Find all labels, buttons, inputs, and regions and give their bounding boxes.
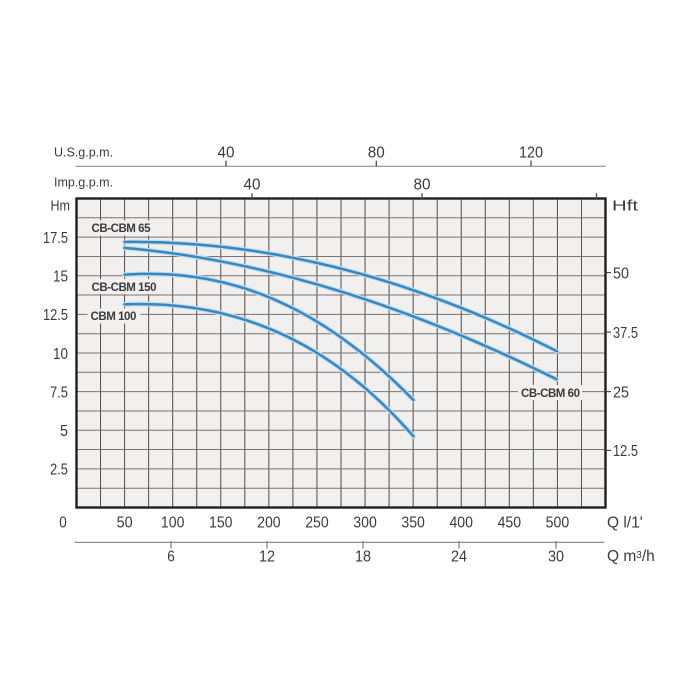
svg-text:15: 15 bbox=[53, 269, 68, 286]
svg-text:7.5: 7.5 bbox=[50, 384, 68, 401]
svg-text:150: 150 bbox=[209, 515, 233, 532]
svg-text:250: 250 bbox=[305, 515, 329, 532]
svg-text:50: 50 bbox=[613, 265, 629, 282]
svg-text:18: 18 bbox=[355, 549, 371, 566]
svg-text:Hm: Hm bbox=[51, 198, 71, 215]
svg-text:6: 6 bbox=[167, 549, 175, 566]
svg-text:200: 200 bbox=[257, 515, 281, 532]
svg-text:25: 25 bbox=[613, 384, 629, 401]
svg-text:0: 0 bbox=[59, 515, 67, 532]
svg-text:100: 100 bbox=[161, 515, 185, 532]
svg-text:17.5: 17.5 bbox=[43, 230, 68, 247]
svg-text:12: 12 bbox=[259, 549, 275, 566]
svg-text:CBM 100: CBM 100 bbox=[91, 311, 136, 323]
svg-text:CB-CBM 150: CB-CBM 150 bbox=[92, 282, 157, 294]
svg-text:24: 24 bbox=[451, 549, 467, 566]
svg-text:5: 5 bbox=[60, 423, 68, 440]
svg-text:37.5: 37.5 bbox=[613, 325, 638, 342]
svg-text:300: 300 bbox=[353, 515, 377, 532]
svg-text:CB-CBM 60: CB-CBM 60 bbox=[521, 388, 580, 400]
svg-text:80: 80 bbox=[414, 177, 431, 194]
svg-text:CB-CBM 65: CB-CBM 65 bbox=[92, 223, 152, 235]
svg-text:Imp.g.p.m.: Imp.g.p.m. bbox=[54, 175, 113, 189]
svg-text:40: 40 bbox=[218, 145, 235, 162]
svg-text:80: 80 bbox=[368, 145, 385, 162]
svg-text:U.S.g.p.m.: U.S.g.p.m. bbox=[54, 145, 113, 159]
svg-text:500: 500 bbox=[546, 515, 570, 532]
svg-text:12.5: 12.5 bbox=[43, 307, 68, 324]
svg-text:Q l/1': Q l/1' bbox=[607, 515, 643, 532]
svg-text:40: 40 bbox=[244, 177, 261, 194]
svg-text:50: 50 bbox=[117, 515, 133, 532]
svg-text:450: 450 bbox=[498, 515, 522, 532]
svg-text:12.5: 12.5 bbox=[613, 443, 638, 460]
svg-text:120: 120 bbox=[519, 145, 543, 162]
svg-text:10: 10 bbox=[53, 346, 68, 363]
svg-text:2.5: 2.5 bbox=[50, 462, 68, 479]
svg-text:Q m3/h: Q m3/h bbox=[607, 548, 655, 565]
svg-text:350: 350 bbox=[401, 515, 425, 532]
svg-text:400: 400 bbox=[449, 515, 473, 532]
svg-text:Hft: Hft bbox=[612, 198, 639, 215]
svg-text:30: 30 bbox=[548, 549, 564, 566]
